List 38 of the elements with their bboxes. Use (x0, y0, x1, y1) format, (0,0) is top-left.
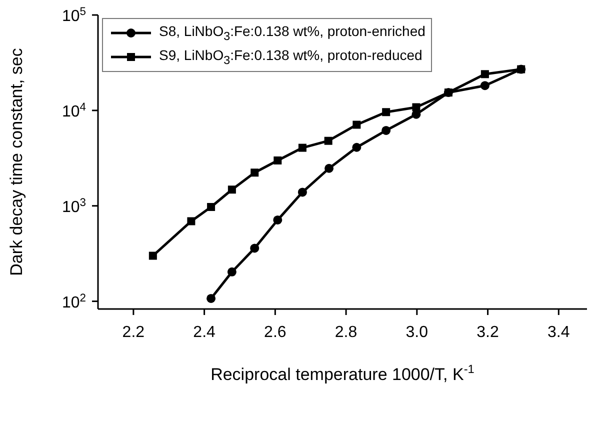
point (352, 142, 362, 152)
point (382, 108, 390, 116)
x-tick-label: 2.2 (122, 324, 145, 341)
point (206, 294, 216, 303)
point (352, 120, 361, 129)
point (250, 168, 259, 177)
y-tick-label: 10$^{2}$ (62, 292, 86, 312)
x-tick-label: 3.0 (406, 324, 428, 341)
x-tick-label: 3.2 (476, 324, 499, 341)
legend-label: S8, LiNbO$_{3}$:Fe:0.138 wt%, proton-enriched (159, 23, 426, 43)
y-tick-label: 10$^{4}$ (62, 101, 86, 120)
point (273, 215, 282, 224)
point (298, 188, 307, 197)
x-axis-title: Reciprocal temperature 1000/T, K$^{-1}$ (210, 362, 475, 384)
point (187, 217, 196, 226)
point (228, 186, 236, 194)
point (324, 136, 332, 145)
point (250, 244, 260, 253)
point (298, 144, 306, 152)
y-tick-label: 10$^{5}$ (62, 6, 86, 25)
x-tick-label: 2.8 (334, 324, 358, 341)
point (480, 70, 489, 78)
point (207, 202, 216, 211)
point (444, 88, 452, 97)
point (324, 164, 334, 173)
point (274, 156, 282, 164)
x-tick-label: 2.6 (264, 324, 286, 341)
y-tick-label: 10$^{3}$ (62, 196, 86, 216)
x-tick-label: 2.4 (193, 324, 216, 341)
point (517, 65, 526, 74)
point (382, 126, 391, 135)
point (412, 103, 420, 112)
y-axis-title: Dark decay time constant, sec (7, 48, 26, 276)
legend-label: S9, LiNbO$_{3}$:Fe:0.138 wt%, proton-reduced (159, 47, 422, 67)
point (148, 252, 157, 260)
x-tick-label: 3.4 (548, 324, 570, 341)
point (227, 267, 236, 276)
point (480, 81, 490, 90)
